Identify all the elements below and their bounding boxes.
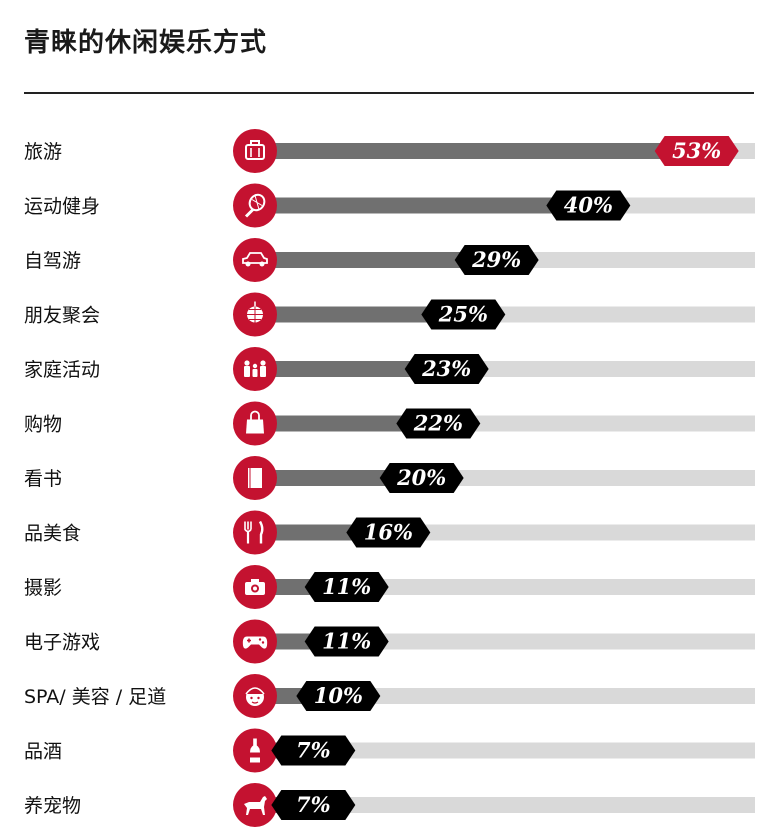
- value-tag: [304, 572, 389, 602]
- category-label: 品美食: [24, 523, 81, 545]
- value-tag: [304, 626, 389, 657]
- data-label: 11%: [322, 629, 371, 654]
- bar: [255, 197, 589, 214]
- category-label: 看书: [24, 468, 62, 490]
- value-tag: [379, 463, 464, 493]
- bar-row: 旅游 53%: [24, 129, 755, 173]
- value-tag: [396, 408, 481, 439]
- data-label: 7%: [296, 792, 331, 817]
- category-label: 电子游戏: [24, 632, 100, 654]
- category-label: 养宠物: [24, 795, 81, 817]
- icon-badge: [233, 238, 277, 282]
- category-label: 旅游: [24, 141, 62, 163]
- icon-badge: [233, 129, 277, 173]
- value-tag: [296, 681, 381, 711]
- category-label: 自驾游: [24, 250, 81, 272]
- data-label: 40%: [564, 193, 613, 218]
- bar-row: 品美食 16%: [24, 510, 755, 555]
- bar-row: 自驾游 29%: [24, 238, 755, 282]
- data-label: 23%: [421, 356, 471, 381]
- category-label: 朋友聚会: [24, 305, 100, 327]
- data-label: 20%: [396, 465, 446, 490]
- value-tag: [454, 245, 539, 275]
- chart-title: 青睐的休闲娱乐方式: [24, 28, 268, 58]
- bar-row: 运动健身 40%: [24, 183, 755, 228]
- category-label: 品酒: [24, 741, 62, 763]
- bar-row: 养宠物 7%: [24, 783, 755, 827]
- bar-row: 看书 20%: [24, 456, 755, 500]
- category-label: 购物: [24, 414, 62, 436]
- value-tag: [404, 354, 489, 384]
- bar: [255, 470, 422, 486]
- value-tag: [271, 735, 356, 766]
- bar-row: 电子游戏 11%: [24, 619, 755, 664]
- bar-track: [255, 742, 755, 759]
- data-label: 11%: [322, 574, 371, 599]
- data-label: 7%: [296, 738, 331, 763]
- data-label: 10%: [314, 683, 363, 708]
- bar-row: 购物 22%: [24, 401, 755, 446]
- category-label: 运动健身: [24, 196, 100, 218]
- value-tag: [654, 136, 739, 166]
- data-label: 29%: [471, 247, 521, 272]
- bar: [255, 306, 464, 323]
- category-label: SPA/ 美容 / 足道: [24, 686, 166, 708]
- bar: [255, 143, 697, 159]
- title-divider: [24, 92, 754, 94]
- icon-badge: [233, 510, 277, 555]
- value-tag: [346, 517, 431, 548]
- book-icon: [247, 467, 263, 489]
- bar-track: [255, 797, 755, 813]
- data-label: 53%: [672, 138, 721, 163]
- value-tag: [546, 190, 631, 221]
- bar: [255, 415, 439, 432]
- bar-row: SPA/ 美容 / 足道 10%: [24, 674, 755, 718]
- data-label: 16%: [364, 520, 413, 545]
- bar-row: 朋友聚会 25%: [24, 292, 755, 337]
- bar-row: 品酒 7%: [24, 728, 755, 773]
- data-label: 25%: [438, 302, 488, 327]
- face-mask-icon: [245, 687, 265, 707]
- data-label: 22%: [413, 411, 463, 436]
- bar-track: [255, 688, 755, 704]
- category-label: 家庭活动: [24, 359, 100, 381]
- bar-row: 摄影 11%: [24, 565, 755, 609]
- bar-row: 家庭活动 23%: [24, 347, 755, 391]
- category-label: 摄影: [24, 577, 62, 599]
- value-tag: [421, 299, 506, 330]
- icon-badge: [233, 183, 277, 228]
- value-tag: [271, 790, 356, 820]
- bar: [255, 252, 497, 268]
- bar: [255, 361, 447, 377]
